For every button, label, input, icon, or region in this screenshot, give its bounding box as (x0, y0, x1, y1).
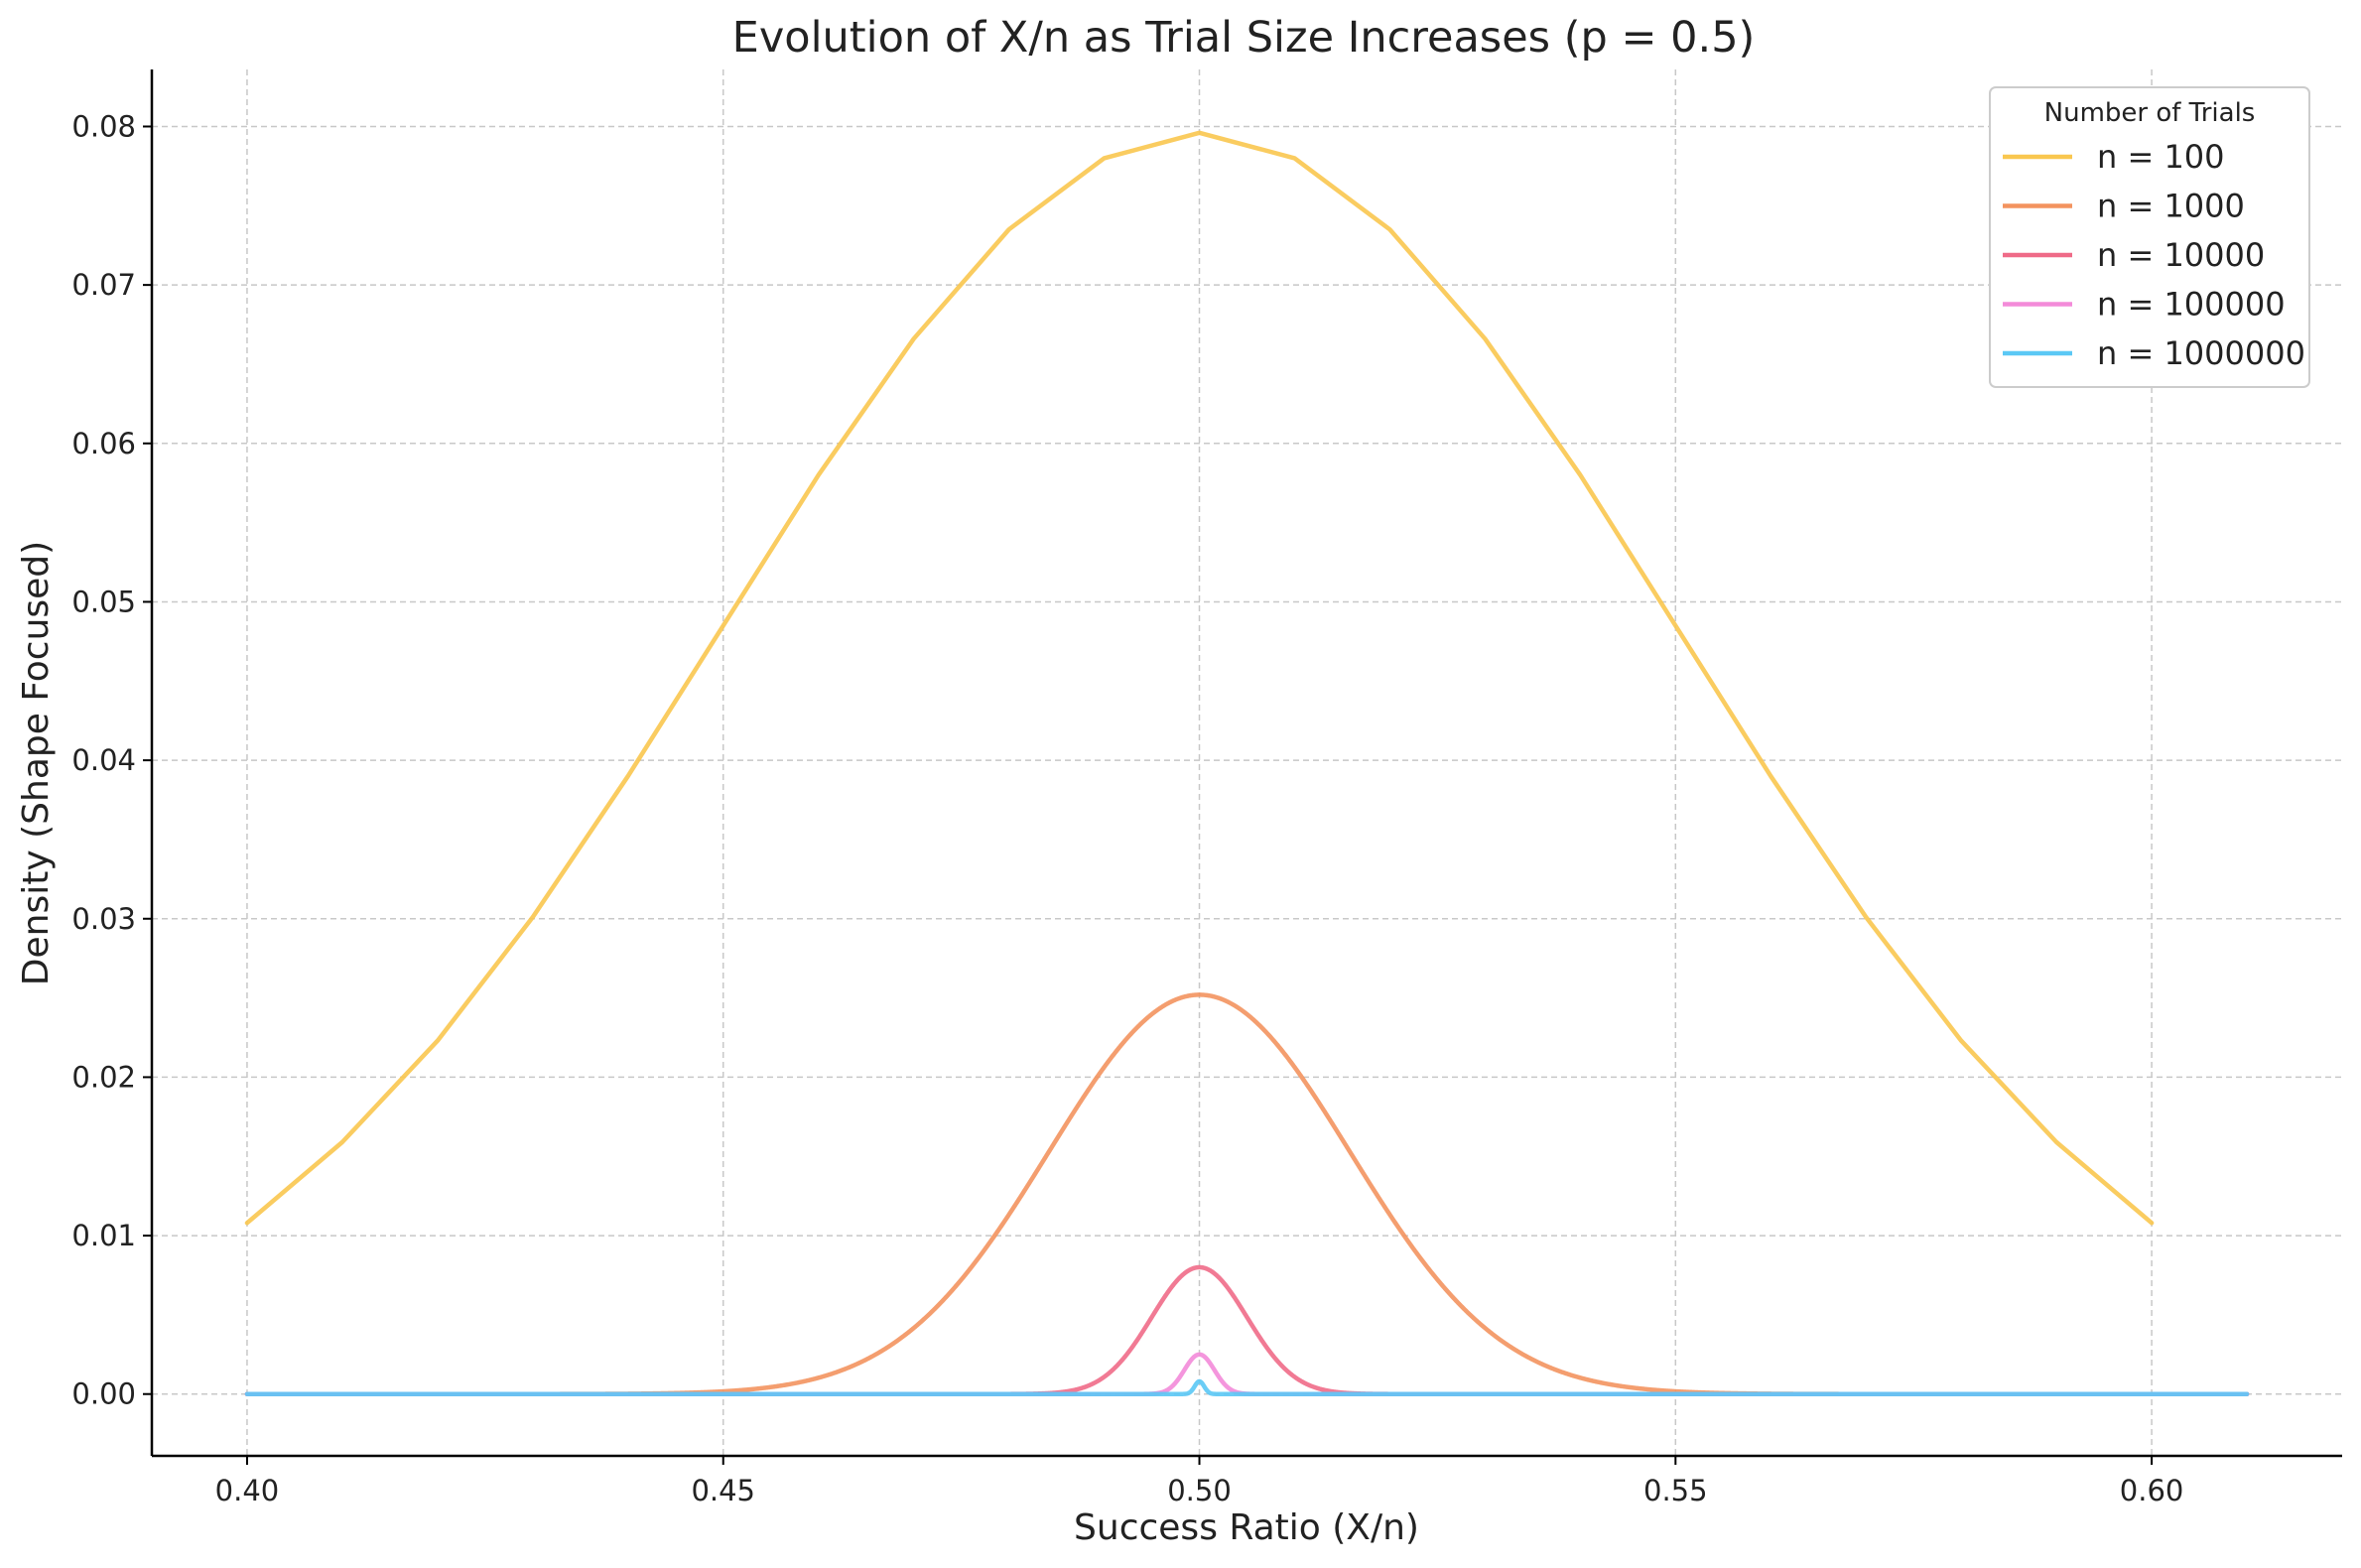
x-tick-label: 0.40 (215, 1474, 280, 1507)
x-tick-label: 0.55 (1643, 1474, 1708, 1507)
y-axis-label: Density (Shape Focused) (16, 541, 57, 985)
y-tick-label: 0.03 (71, 902, 136, 936)
chart-title: Evolution of X/n as Trial Size Increases… (732, 13, 1756, 63)
y-tick-label: 0.00 (71, 1377, 136, 1411)
legend-items: n = 100 n = 1000 n = 10000 n = 100000 n = 10… (2003, 138, 2305, 372)
y-ticks: 0.00 0.01 0.02 0.03 0.04 0.05 0.06 0.07 0.08 (71, 109, 152, 1411)
legend-label-4: n = 1000000 (2097, 334, 2305, 372)
y-tick-label: 0.07 (71, 268, 136, 302)
y-tick-label: 0.08 (71, 109, 136, 143)
x-tick-label: 0.60 (2120, 1474, 2184, 1507)
x-ticks: 0.40 0.45 0.50 0.55 0.60 (215, 1456, 2184, 1507)
y-tick-label: 0.04 (71, 743, 136, 777)
grid-lines (152, 69, 2342, 1456)
series-line-2 (244, 1264, 2250, 1396)
legend-label-1: n = 1000 (2097, 188, 2245, 225)
series-line-0 (244, 130, 2155, 1226)
legend-box (1989, 86, 2310, 388)
series-lines (244, 130, 2250, 1396)
y-tick-label: 0.02 (71, 1060, 136, 1094)
series-line-4 (244, 1378, 2250, 1396)
legend-title: Number of Trials (2044, 98, 2256, 128)
y-tick-label: 0.05 (71, 585, 136, 618)
legend-label-3: n = 100000 (2097, 286, 2286, 324)
legend-label-0: n = 100 (2097, 138, 2225, 176)
y-tick-label: 0.06 (71, 427, 136, 460)
y-tick-label: 0.01 (71, 1219, 136, 1252)
x-axis-label: Success Ratio (X/n) (1074, 1507, 1419, 1548)
legend: Number of Trials n = 100 n = 1000 n = 1000… (1989, 86, 2310, 388)
series-line-1 (244, 992, 2250, 1396)
x-tick-label: 0.45 (691, 1474, 755, 1507)
series-line-3 (244, 1352, 2250, 1396)
x-tick-label: 0.50 (1167, 1474, 1232, 1507)
legend-label-2: n = 10000 (2097, 236, 2265, 274)
